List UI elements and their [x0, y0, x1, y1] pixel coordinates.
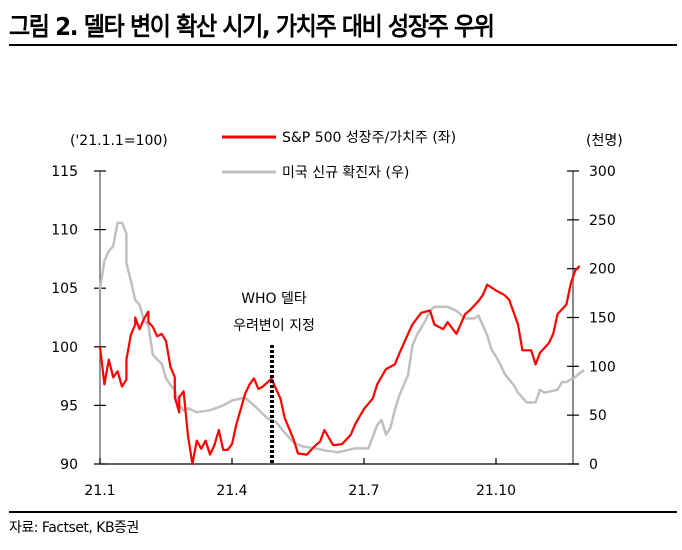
right-axis-tick-label: 200: [589, 262, 616, 278]
footer-divider: [9, 511, 677, 513]
left-axis-unit-label: ('21.1.1=100): [70, 133, 168, 149]
left-axis-tick-label: 115: [51, 164, 78, 180]
right-axis-tick-label: 50: [589, 408, 607, 424]
figure-title: 그림 2. 델타 변이 확산 시기, 가치주 대비 성장주 우위: [9, 12, 495, 41]
title-divider: [9, 44, 677, 46]
x-axis-tick-label: 21.7: [348, 483, 379, 499]
x-axis-tick-label: 21.1: [84, 483, 115, 499]
right-axis-tick-label: 300: [589, 164, 616, 180]
legend-label-growth-value: S&P 500 성장주/가치주 (좌): [282, 130, 456, 146]
left-axis-tick-label: 100: [51, 340, 78, 356]
right-axis-tick-label: 100: [589, 359, 616, 375]
right-axis-tick-label: 150: [589, 311, 616, 327]
source-note: 자료: Factset, KB증권: [9, 520, 139, 536]
x-axis-tick-label: 21.4: [216, 483, 247, 499]
right-axis-unit-label: (천명): [586, 133, 623, 149]
series-new-cases-line: [98, 221, 585, 454]
axes: 115 110 105 100 95 90 300 250 200 150 100 50 0 21.1 21…: [51, 164, 615, 499]
legend-label-new-cases: 미국 신규 확진자 (우): [282, 165, 409, 181]
left-axis-tick-label: 110: [51, 223, 78, 239]
series-growth-value-line: [98, 265, 581, 466]
annotation-line2: 우려변이 지정: [233, 318, 315, 334]
left-axis-tick-label: 105: [51, 281, 78, 297]
annotation-line1: WHO 델타: [241, 291, 307, 307]
left-axis-tick-label: 95: [60, 398, 78, 414]
right-axis-tick-label: 250: [589, 213, 616, 229]
right-axis-tick-label: 0: [589, 457, 598, 473]
left-axis-tick-label: 90: [60, 457, 78, 473]
legend: S&P 500 성장주/가치주 (좌) 미국 신규 확진자 (우): [222, 130, 456, 181]
x-axis-tick-label: 21.10: [476, 483, 516, 499]
